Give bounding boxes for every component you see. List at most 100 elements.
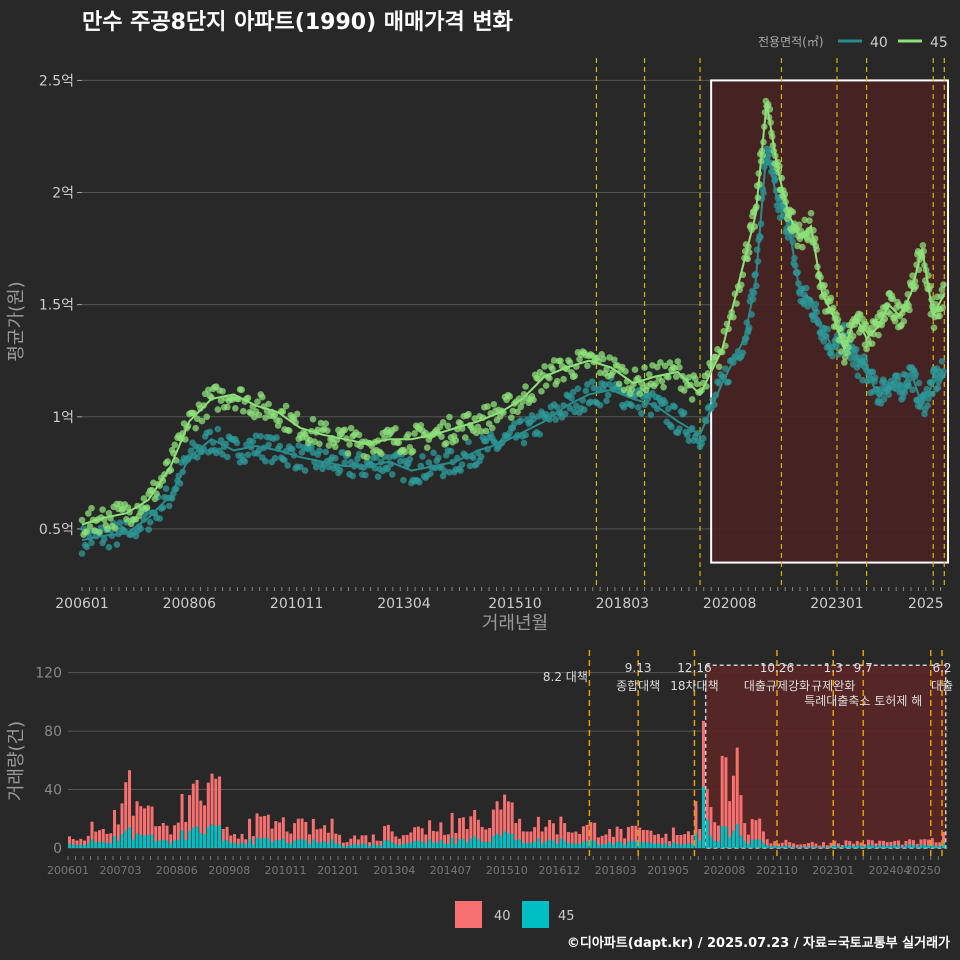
price-point-45	[538, 387, 545, 395]
price-point-45	[143, 504, 151, 511]
volume-bar-40	[83, 840, 87, 848]
volume-x-tick-label: 202110	[756, 864, 798, 877]
volume-bar-40	[908, 839, 912, 848]
volume-bar-40	[934, 842, 938, 848]
price-point-45	[795, 221, 803, 229]
volume-bar-45	[799, 847, 803, 848]
price-point-40	[206, 428, 214, 436]
price-point-40	[271, 454, 279, 462]
price-point-45	[452, 437, 460, 444]
price-point-40	[257, 433, 264, 440]
volume-bar-45	[754, 839, 758, 848]
volume-bar-40	[664, 833, 668, 848]
price-point-40	[276, 442, 284, 450]
volume-bar-40	[833, 840, 837, 848]
volume-bar-45	[83, 845, 87, 848]
volume-annotation-label: 대출	[931, 679, 953, 693]
volume-bar-45	[611, 844, 615, 848]
volume-bar-40	[885, 842, 889, 848]
price-point-40	[861, 357, 869, 365]
price-point-45	[919, 242, 927, 249]
volume-bar-45	[191, 827, 195, 848]
price-point-40	[905, 382, 912, 389]
volume-bar-40	[150, 806, 154, 848]
volume-bar-40	[919, 839, 923, 848]
price-point-45	[282, 402, 290, 410]
price-point-45	[324, 427, 331, 434]
volume-bar-40	[570, 832, 574, 848]
price-point-45	[462, 434, 469, 441]
volume-bar-40	[368, 842, 372, 848]
volume-bar-45	[334, 843, 338, 848]
price-point-45	[566, 359, 574, 366]
volume-bar-45	[281, 838, 285, 848]
price-point-45	[309, 415, 317, 423]
price-point-45	[891, 317, 899, 325]
price-x-tick-label: 201803	[596, 596, 649, 612]
price-point-45	[331, 443, 339, 451]
volume-bar-40	[319, 828, 323, 848]
volume-bar-40	[825, 845, 829, 848]
volume-bar-40	[229, 835, 233, 848]
volume-bar-45	[581, 841, 585, 848]
price-point-40	[301, 467, 309, 474]
volume-bar-40	[904, 840, 908, 848]
price-point-45	[465, 410, 472, 418]
price-point-45	[517, 403, 525, 411]
price-point-40	[561, 410, 569, 418]
price-point-40	[553, 404, 561, 411]
price-point-45	[645, 371, 653, 378]
price-point-40	[934, 384, 942, 391]
price-point-40	[331, 454, 339, 462]
price-point-45	[88, 504, 95, 512]
volume-bar-40	[71, 839, 75, 848]
price-point-40	[466, 462, 474, 470]
volume-bar-40	[169, 834, 173, 848]
volume-bar-40	[116, 824, 120, 848]
volume-bar-40	[881, 840, 885, 848]
price-point-40	[187, 447, 195, 455]
price-point-40	[824, 325, 832, 333]
volume-bar-45	[379, 845, 383, 848]
volume-bar-40	[795, 844, 799, 848]
volume-bar-45	[866, 844, 870, 848]
volume-annotation-date: 9.13	[625, 661, 652, 675]
volume-bar-40	[878, 840, 882, 848]
volume-bar-45	[878, 845, 882, 848]
volume-bar-45	[683, 844, 687, 848]
price-point-45	[799, 243, 806, 251]
volume-bar-40	[86, 835, 90, 848]
price-point-45	[827, 294, 835, 302]
price-point-45	[219, 387, 226, 395]
volume-bar-40	[893, 840, 897, 848]
volume-bar-40	[701, 720, 705, 848]
price-point-45	[482, 427, 490, 435]
volume-bar-45	[173, 840, 177, 848]
price-point-40	[569, 388, 577, 396]
volume-bar-45	[304, 840, 308, 848]
volume-bar-45	[750, 839, 754, 848]
price-point-45	[151, 495, 159, 503]
volume-bar-45	[596, 844, 600, 848]
price-point-45	[123, 515, 130, 523]
price-point-45	[938, 286, 946, 293]
volume-bar-40	[330, 818, 334, 848]
volume-bar-40	[870, 840, 874, 848]
volume-bar-45	[814, 846, 818, 848]
volume-bar-40	[645, 830, 649, 848]
price-point-40	[601, 381, 609, 388]
price-point-40	[396, 457, 404, 465]
volume-bar-45	[701, 786, 705, 848]
volume-bar-40	[555, 834, 559, 848]
volume-bar-40	[270, 828, 274, 848]
volume-bar-40	[266, 814, 270, 848]
volume-bar-45	[941, 843, 945, 848]
price-point-45	[553, 377, 561, 385]
volume-bar-40	[780, 842, 784, 848]
volume-bar-40	[746, 834, 750, 848]
volume-bar-40	[405, 834, 409, 848]
volume-bar-40	[679, 834, 683, 848]
price-point-40	[281, 456, 288, 464]
price-point-45	[680, 387, 688, 394]
volume-bar-45	[668, 845, 672, 848]
